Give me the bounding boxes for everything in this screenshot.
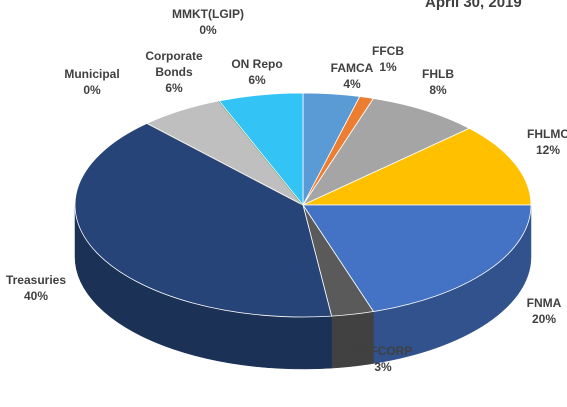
slice: [301, 98, 471, 206]
label-value: 0%: [199, 23, 217, 37]
label-name: FHLMC: [527, 127, 567, 141]
slice-label: FHLMC 12%: [518, 126, 567, 158]
slice-label: FFCB 1%: [368, 43, 408, 75]
label-name: FNMA: [526, 296, 562, 310]
slice-label: FHLB 8%: [413, 66, 463, 98]
label-name: ON Repo: [231, 57, 283, 71]
slice-label: ON Repo 6%: [222, 56, 292, 88]
slice-label: FAMCA 4%: [322, 60, 382, 92]
slice-label: Municipal 0%: [57, 66, 127, 98]
slice: [218, 92, 304, 207]
label-name: REFCORP: [353, 344, 413, 358]
slice-label: Treasuries 40%: [1, 272, 71, 304]
slice: [302, 204, 532, 312]
label-name: MMKT(LGIP): [172, 7, 244, 21]
label-value: 6%: [248, 73, 266, 87]
label-value: 0%: [83, 83, 101, 97]
label-value: 8%: [429, 83, 447, 97]
label-name: Corporate Bonds: [145, 49, 203, 79]
label-name: FAMCA: [330, 61, 374, 75]
label-value: 40%: [23, 289, 49, 303]
slice: [74, 122, 333, 318]
label-name: Municipal: [64, 67, 120, 81]
chart-title: April 30, 2019: [425, 0, 522, 11]
label-value: 12%: [535, 143, 561, 157]
slice: [302, 127, 532, 206]
slice-label: FNMA 20%: [519, 295, 567, 327]
slice-label: Corporate Bonds 6%: [139, 48, 209, 96]
label-name: FHLB: [422, 67, 454, 81]
label-value: 6%: [165, 81, 183, 95]
label-name: FFCB: [372, 44, 404, 58]
slice-label: REFCORP 3%: [348, 343, 418, 375]
label-value: 1%: [379, 60, 397, 74]
label-value: 20%: [531, 312, 557, 326]
slice-label: MMKT(LGIP) 0%: [163, 6, 253, 38]
label-name: Treasuries: [5, 273, 67, 287]
label-value: 4%: [343, 77, 361, 91]
label-value: 3%: [374, 360, 392, 374]
